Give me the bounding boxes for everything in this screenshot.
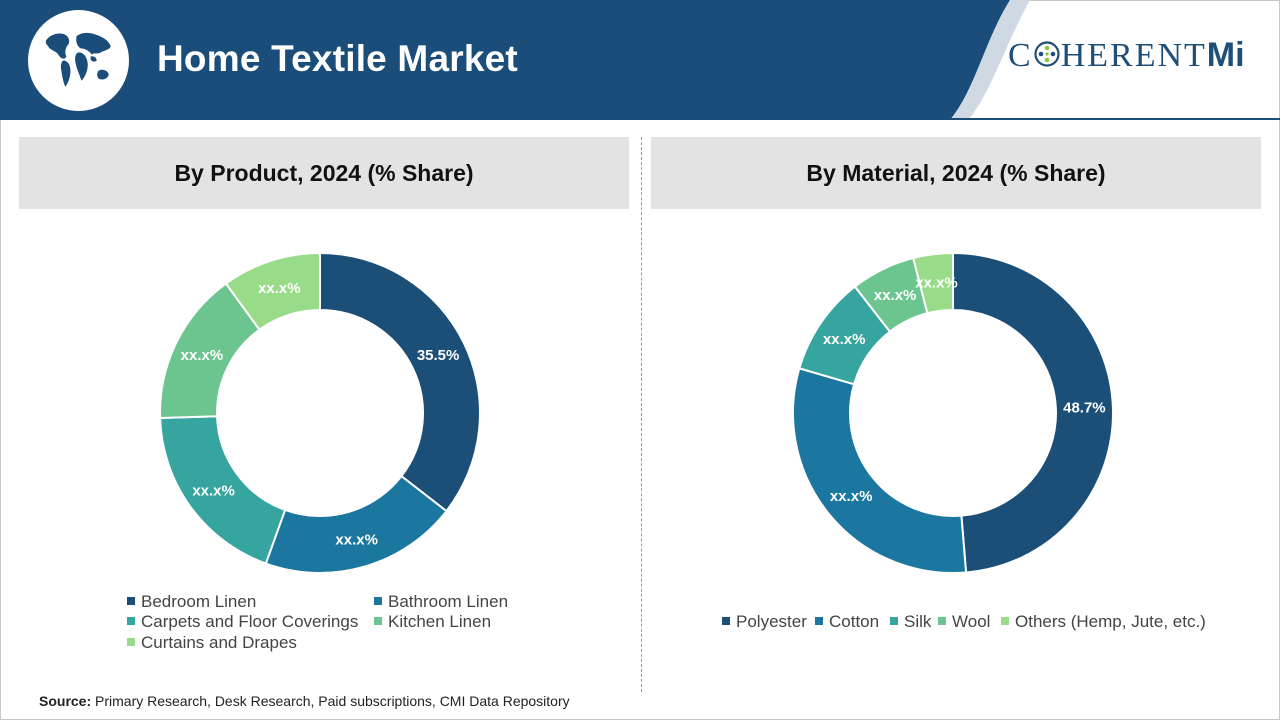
legend-swatch [815, 617, 823, 625]
logo-o-mark-icon [1034, 41, 1060, 67]
legend-label: Polyester [736, 612, 807, 631]
legend-swatch [722, 617, 730, 625]
legend-label: Carpets and Floor Coverings [141, 612, 359, 631]
legend-label: Bedroom Linen [141, 592, 257, 611]
legend-item-kitchen-linen: Kitchen Linen [374, 612, 491, 632]
legend-label: Curtains and Drapes [141, 633, 297, 652]
data-label-silk: xx.x% [823, 331, 866, 348]
legend-item-silk: Silk [890, 612, 931, 632]
legend-swatch [127, 638, 135, 646]
legend-label: Bathroom Linen [388, 592, 509, 611]
legend-label: Silk [904, 612, 932, 631]
legend-swatch [1001, 617, 1009, 625]
donut-slice-bedroom-linen [319, 251, 481, 513]
legend-swatch [127, 617, 135, 625]
data-label-curtains-and-drapes: xx.x% [258, 280, 301, 297]
data-label-bathroom-linen: xx.x% [335, 531, 378, 548]
donut-chart-material: 48.7%xx.x%xx.x%xx.x%xx.x% [792, 251, 1115, 574]
donut-chart-product: 35.5% xx.x% xx.x% xx.x% xx.x% [159, 251, 481, 574]
logo-suffix: HERENT [1060, 37, 1207, 74]
legend-item-bedroom-linen: Bedroom Linen [127, 592, 256, 612]
legend-swatch [374, 597, 382, 605]
legend-swatch [127, 597, 135, 605]
logo-mi: Mi [1206, 36, 1245, 74]
header-background [0, 0, 1010, 120]
legend-item-cotton: Cotton [815, 612, 879, 632]
chart-title-product: By Product, 2024 (% Share) [19, 137, 629, 209]
legend-label: Others (Hemp, Jute, etc.) [1015, 612, 1206, 631]
data-label-others-hemp-jute-etc: xx.x% [915, 275, 958, 292]
legend-item-bathroom-linen: Bathroom Linen [374, 592, 508, 612]
legend-swatch [374, 617, 382, 625]
logo-prefix: C [1008, 37, 1033, 74]
donut-slice-others-hemp-jute-etc [911, 251, 954, 315]
data-label-cotton: xx.x% [830, 488, 873, 505]
legend-label: Cotton [829, 612, 880, 631]
globe-icon [28, 10, 129, 111]
header-banner [0, 0, 1280, 120]
chart-title-material: By Material, 2024 (% Share) [651, 137, 1261, 209]
data-label-wool: xx.x% [874, 287, 917, 304]
donut-slice-polyester [952, 251, 1115, 574]
legend-item-curtains-and-drapes: Curtains and Drapes [127, 633, 297, 653]
legend-item-polyester: Polyester [722, 612, 807, 632]
legend-label: Wool [952, 612, 991, 631]
donut-slice-curtains-and-drapes [224, 251, 321, 332]
data-label-bedroom-linen: 35.5% [417, 347, 460, 364]
header-bottom-line [0, 118, 1280, 120]
data-label-polyester: 48.7% [1063, 400, 1106, 417]
legend-swatch [938, 617, 946, 625]
legend-item-wool: Wool [938, 612, 990, 632]
data-label-carpets-and-floor-coverings: xx.x% [192, 482, 235, 499]
source-label: Source: [39, 693, 92, 709]
legend-item-carpets-and-floor-coverings: Carpets and Floor Coverings [127, 612, 358, 632]
coherent-mi-logo: C HERENTMi [1008, 36, 1245, 86]
data-label-kitchen-linen: xx.x% [181, 347, 224, 364]
source-text: Primary Research, Desk Research, Paid su… [91, 693, 570, 709]
page-title: Home Textile Market [157, 38, 518, 79]
donut-slice-cotton [792, 367, 968, 574]
panel-divider [641, 137, 642, 692]
legend-label: Kitchen Linen [388, 612, 492, 631]
donut-slice-bathroom-linen [264, 474, 448, 574]
legend-swatch [890, 617, 898, 625]
header-swoosh [950, 0, 1030, 120]
source-note: Source: Primary Research, Desk Research,… [39, 693, 570, 709]
legend-item-others-hemp-jute-etc: Others (Hemp, Jute, etc.) [1001, 612, 1206, 632]
